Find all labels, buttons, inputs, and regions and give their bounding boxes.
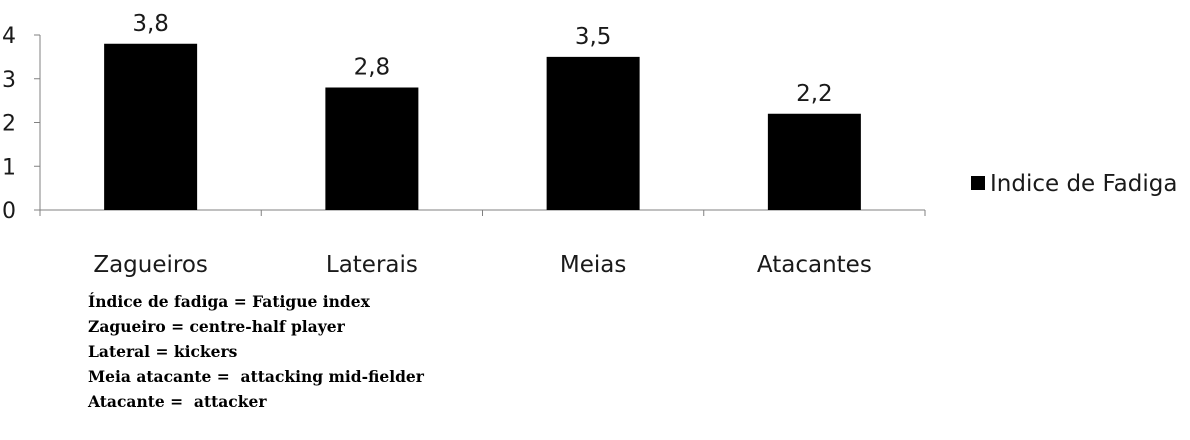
data-label-zagueiros: 3,8 bbox=[132, 11, 169, 37]
bar-zagueiros bbox=[104, 43, 198, 210]
y-tick-label: 4 bbox=[2, 24, 16, 49]
note-atacante: Atacante = attacker bbox=[88, 392, 267, 411]
y-axis-tick-labels: 0 1 2 3 4 bbox=[2, 24, 16, 224]
legend: Indice de Fadiga bbox=[971, 171, 1177, 197]
category-labels: Zagueiros Laterais Meias Atacantes bbox=[93, 252, 872, 278]
y-axis-ticks bbox=[34, 34, 40, 211]
y-tick-label: 3 bbox=[2, 68, 16, 93]
x-axis-ticks bbox=[39, 210, 926, 216]
glossary-notes: Índice de fadiga = Fatigue index Zagueir… bbox=[88, 289, 424, 414]
y-tick-label: 0 bbox=[2, 199, 16, 224]
bar-laterais bbox=[325, 87, 419, 210]
bar-meias bbox=[546, 56, 640, 210]
y-tick-label: 2 bbox=[2, 112, 16, 137]
bar-atacantes bbox=[767, 113, 861, 210]
y-tick-label: 1 bbox=[2, 155, 16, 180]
note-fatigue-index: Índice de fadiga = Fatigue index bbox=[88, 292, 370, 311]
note-zagueiro: Zagueiro = centre-half player bbox=[88, 317, 345, 336]
legend-label: Indice de Fadiga bbox=[990, 171, 1177, 197]
data-label-laterais: 2,8 bbox=[354, 55, 391, 81]
category-label-laterais: Laterais bbox=[326, 252, 418, 278]
data-labels: 3,8 2,8 3,5 2,2 bbox=[132, 11, 832, 107]
legend-swatch bbox=[971, 176, 985, 190]
note-meia-atacante: Meia atacante = attacking mid-fielder bbox=[88, 367, 424, 386]
bar-chart: 0 1 2 3 4 3,8 2,8 3,5 2,2 Zagueiros Laterais Meia… bbox=[2, 11, 1177, 278]
category-label-zagueiros: Zagueiros bbox=[93, 252, 208, 278]
note-lateral: Lateral = kickers bbox=[88, 342, 238, 361]
bars bbox=[104, 43, 861, 210]
data-label-atacantes: 2,2 bbox=[796, 81, 833, 107]
category-label-meias: Meias bbox=[560, 252, 626, 278]
category-label-atacantes: Atacantes bbox=[757, 252, 872, 278]
data-label-meias: 3,5 bbox=[575, 24, 612, 50]
